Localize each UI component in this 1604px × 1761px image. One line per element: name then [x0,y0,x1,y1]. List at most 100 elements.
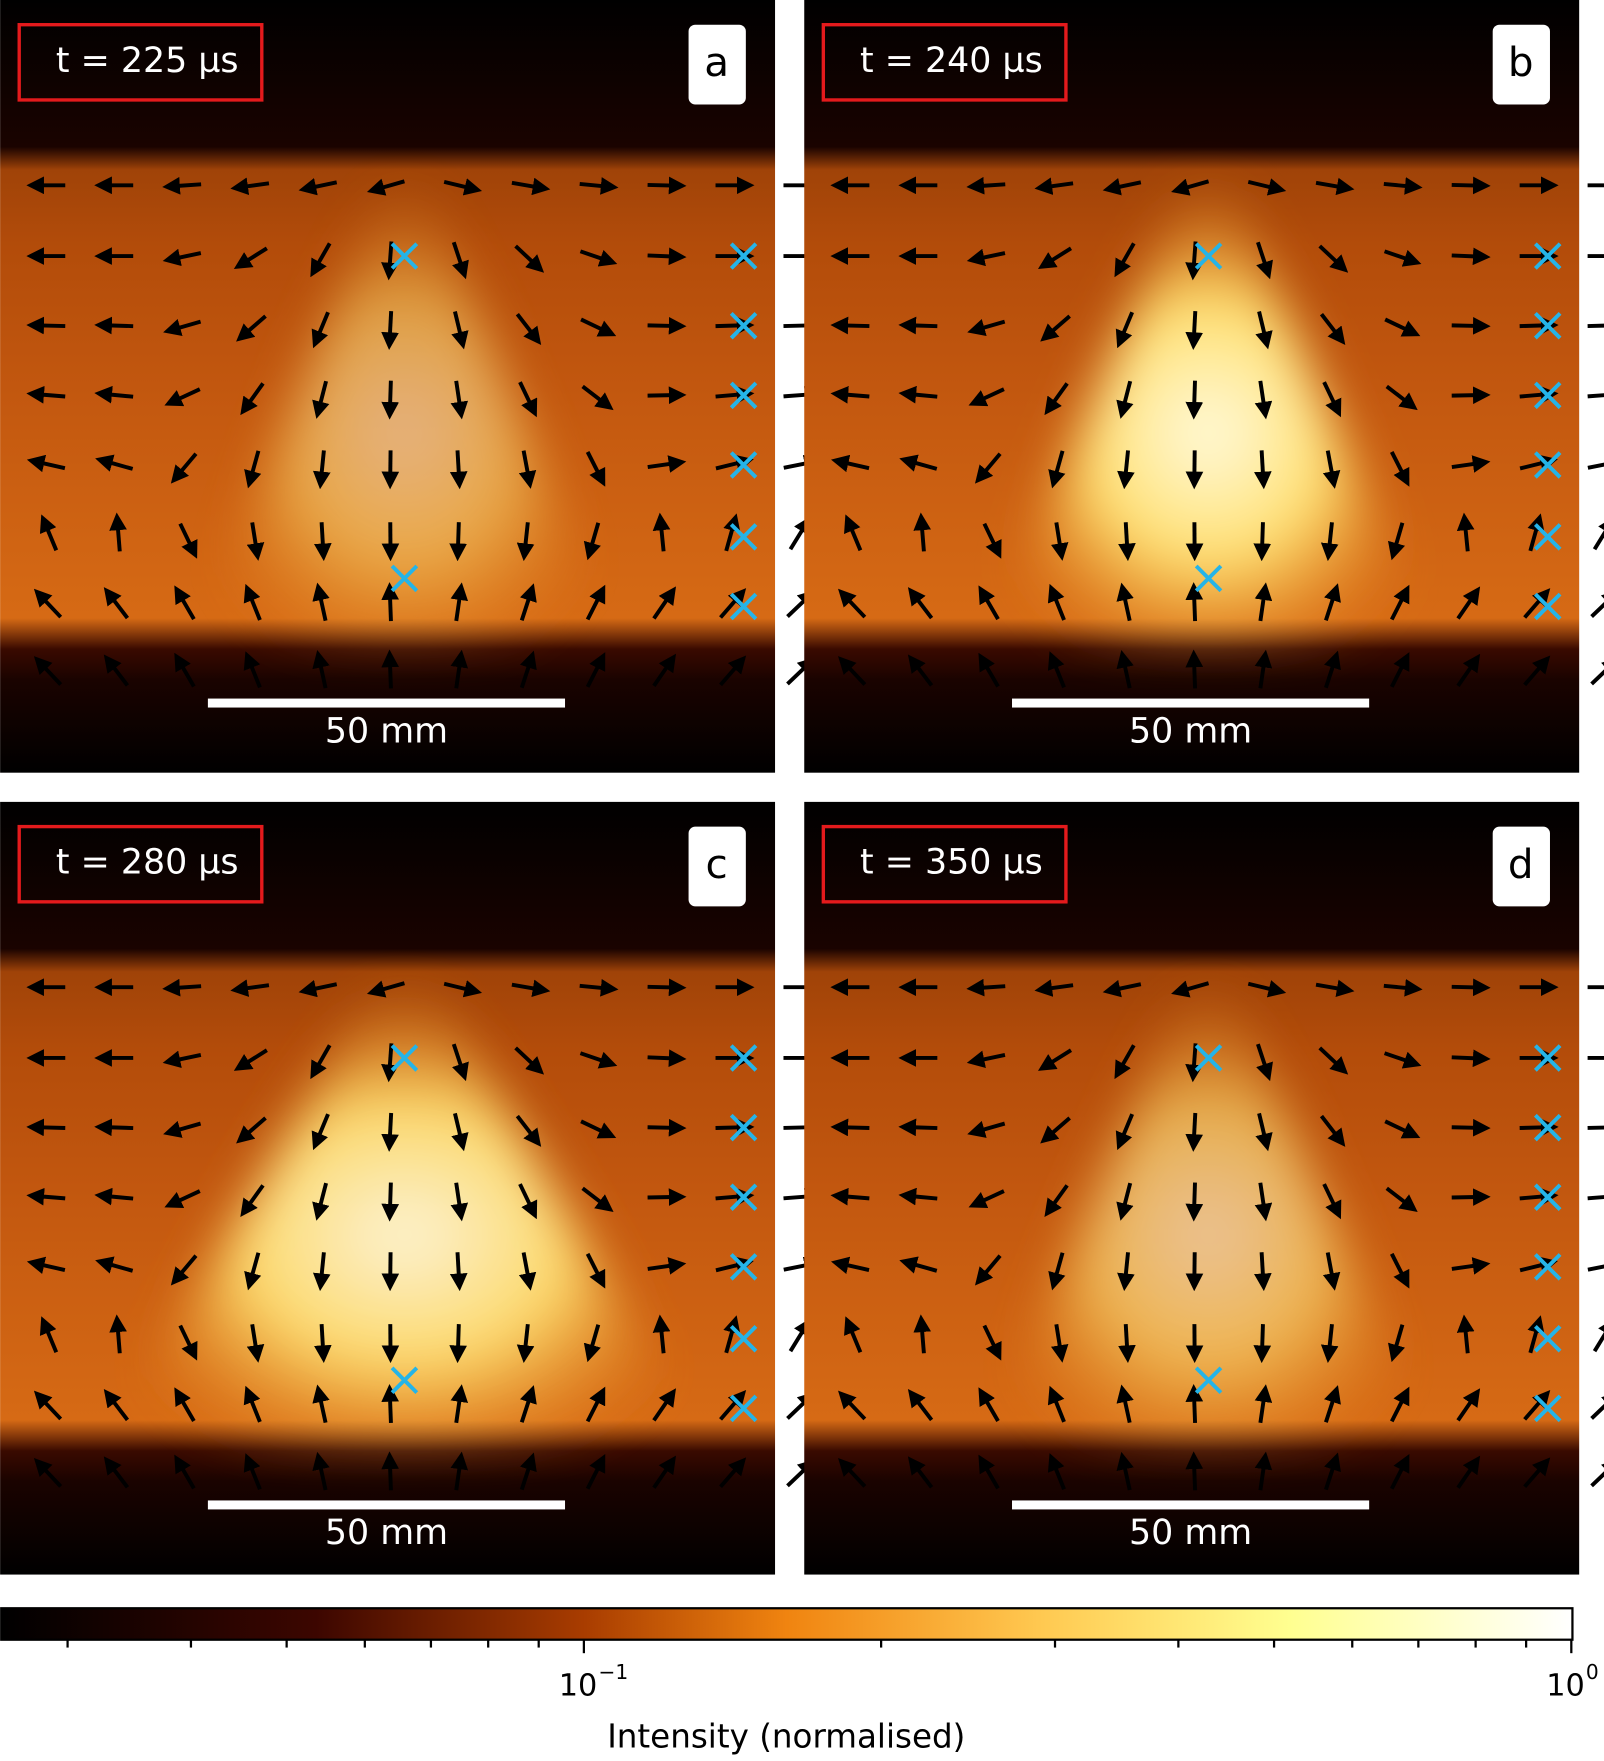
arrow [715,385,755,404]
arrow [838,588,867,619]
arrow [1115,1113,1134,1151]
arrow [830,316,870,335]
arrow [450,582,469,622]
arrow [1456,512,1475,552]
scale-bar-label: 50 mm [325,1513,448,1553]
arrow [233,246,268,270]
arrow [966,248,1006,267]
arrow [1384,317,1421,337]
probe-marker [1533,523,1562,551]
arrow [230,177,270,195]
arrow [1587,462,1604,470]
arrow [1390,1453,1410,1490]
arrow [786,589,816,618]
arrow [1254,450,1272,490]
arrow [1322,1252,1341,1291]
time-label: t = 280 µs [56,843,239,883]
probe-marker [1194,564,1223,593]
arrow [1456,653,1481,687]
arrow [26,316,66,335]
arrow [982,1324,1002,1361]
arrow [511,979,551,998]
arrow [907,654,934,687]
arrow [519,1385,537,1423]
arrow [26,1256,66,1275]
arrow [844,514,863,552]
arrow [1523,1457,1551,1489]
arrow [94,316,134,335]
arrow [783,386,823,404]
arrow [1050,522,1069,561]
arrow [451,1112,469,1152]
arrow [450,1451,469,1491]
arrow [1451,176,1491,195]
arrow [310,242,332,278]
arrow [788,1317,811,1353]
arrow [1587,393,1604,399]
glow [107,981,702,1443]
arrow [298,178,338,196]
glow [197,179,612,641]
probe-marker [390,1366,419,1395]
tick-base: 10 [1546,1668,1585,1703]
arrow [830,1118,870,1137]
arrow [243,1453,262,1491]
arrow [715,1187,755,1206]
arrow [1116,1384,1134,1424]
arrow [579,979,619,997]
arrow [1451,317,1491,335]
arrow [1185,1112,1203,1152]
arrow [451,241,469,280]
arrow [898,316,938,335]
arrow [585,1453,606,1490]
arrow [1185,649,1204,689]
arrow [519,583,537,621]
arrow [518,450,537,489]
arrow [515,1114,542,1147]
arrow [1115,311,1134,349]
arrow [719,1457,747,1489]
arrow [366,178,405,196]
arrow [1116,650,1134,689]
arrow [1388,1324,1405,1363]
arrow [1117,450,1135,490]
arrow [1050,1323,1069,1363]
arrow [244,450,262,489]
time-box [17,23,264,102]
arrow [1383,1051,1422,1069]
arrow [39,1316,59,1353]
arrow [244,1252,262,1291]
arrow [312,1252,331,1292]
arrow [450,1384,469,1424]
arrow [715,316,755,335]
arrow [1385,1186,1418,1213]
arrow [381,1383,399,1424]
arrow [715,1118,755,1137]
arrow [585,1386,606,1423]
probe-marker [390,242,419,270]
arrow [1592,516,1604,551]
arrow [518,1252,537,1291]
arrow [719,588,747,619]
arrow [652,1388,676,1422]
arrow [1523,655,1551,687]
probe-marker [729,311,758,340]
arrow [580,317,617,337]
arrow [1185,311,1203,351]
arrow [33,656,63,686]
arrow [1255,311,1273,350]
arrow [898,1187,938,1206]
probe-marker [1533,1044,1562,1072]
arrow [583,1324,601,1363]
tick-base: 10 [559,1668,598,1703]
arrow [1185,380,1204,420]
arrow [898,1118,938,1137]
arrow [95,1256,134,1274]
arrow [516,522,535,562]
arrow [968,1189,1005,1209]
arrow [1254,380,1273,420]
arrow [1253,522,1272,562]
arrow [1247,980,1287,998]
arrow [1047,651,1066,689]
